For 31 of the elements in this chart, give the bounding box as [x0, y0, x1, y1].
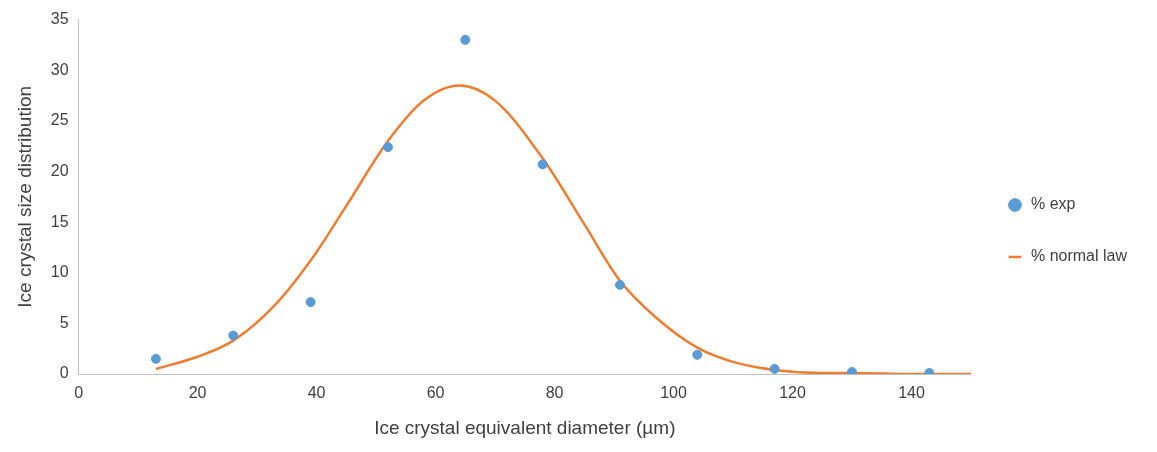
- line-series: [154, 84, 971, 374]
- point: [692, 349, 703, 360]
- y-tick-label: 0: [59, 364, 69, 382]
- point: [228, 330, 239, 341]
- y-tick-label: 10: [50, 263, 69, 281]
- y-tick-label: 5: [59, 313, 69, 331]
- point: [769, 363, 780, 374]
- point: [846, 366, 857, 374]
- legend-label: % exp: [1030, 195, 1076, 213]
- y-tick-label: 15: [50, 212, 69, 230]
- point: [382, 142, 393, 153]
- x-tick-label: 80: [545, 384, 564, 402]
- x-tick-label: 140: [898, 384, 925, 402]
- x-axis-title: Ice crystal equivalent diameter (µm): [374, 416, 676, 438]
- point: [537, 159, 548, 170]
- x-tick-label: 100: [660, 384, 687, 402]
- x-tick-label: 20: [188, 384, 207, 402]
- y-tick-label: 20: [50, 161, 69, 179]
- y-tick-label: 30: [50, 60, 69, 78]
- x-tick-label: 120: [779, 384, 806, 402]
- legend-label: % normal law: [1030, 247, 1128, 265]
- y-tick-label: 35: [50, 10, 69, 28]
- x-tick-label: 60: [426, 384, 445, 402]
- point: [150, 353, 161, 364]
- x-tick-label: 40: [307, 384, 326, 402]
- point: [460, 34, 471, 45]
- y-axis-title: Ice crystal size distribution: [13, 85, 35, 308]
- x-tick-label: 0: [74, 384, 84, 402]
- y-tick-label: 25: [50, 111, 69, 129]
- point: [305, 297, 316, 308]
- point: [614, 279, 625, 290]
